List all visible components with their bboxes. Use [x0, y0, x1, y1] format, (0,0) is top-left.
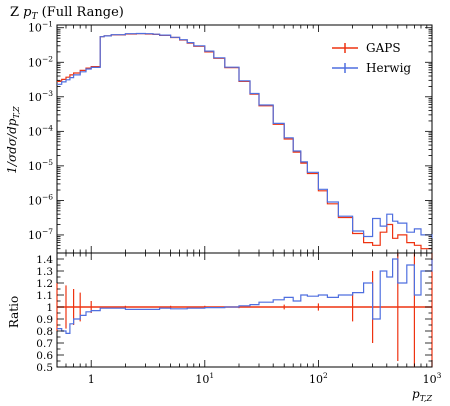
main-y-axis-ticks: 10−1 10−2 10−3 10−4 10−5 10−6 10−7: [28, 20, 432, 254]
legend-label-gaps: GAPS: [366, 41, 401, 55]
ratio-y-tick-label: 0.9: [36, 314, 53, 326]
y-tick-label: 10−7: [28, 227, 53, 242]
y-tick-label: 10−2: [28, 54, 53, 69]
ratio-line-herwig: [57, 258, 433, 334]
ratio-y-tick-label: 1.2: [36, 278, 53, 290]
legend-entry-gaps[interactable]: GAPS: [332, 41, 401, 55]
ratio-y-axis-ticks: 0.50.60.70.80.911.11.21.31.4: [36, 252, 432, 374]
chart-title-base: Z: [10, 5, 23, 20]
y-tick-label: 10−3: [28, 89, 53, 104]
x-tick-label: 102: [309, 371, 328, 386]
x-axis-label-base: p: [412, 387, 420, 401]
chart-title: Z pT (Full Range): [10, 5, 124, 22]
main-series-group: [57, 32, 433, 250]
x-axis-label: pT,Z: [412, 387, 432, 403]
x-tick-label: 1: [88, 373, 95, 386]
main-plot-panel: 10−1 10−2 10−3 10−4 10−5 10−6 10−7: [28, 20, 433, 254]
series-line-herwig: [57, 32, 433, 239]
ratio-y-tick-label: 1.3: [36, 266, 53, 278]
x-tick-label: 101: [195, 371, 214, 386]
ratio-y-tick-label: 0.6: [36, 350, 53, 362]
chart-title-sub: T: [32, 12, 39, 22]
ratio-x-axis-ticks: 1 101 102 103: [56, 253, 442, 386]
chart-title-rest: (Full Range): [38, 5, 124, 20]
y-axis-label: 1/σdσ/dpT,Z: [5, 106, 21, 174]
x-axis-label-sub: T,Z: [420, 394, 433, 403]
y-axis-label-sub: T,Z: [12, 106, 21, 119]
ratio-y-tick-label: 0.7: [36, 338, 53, 350]
ratio-y-axis-label: Ratio: [7, 296, 21, 328]
ratio-y-tick-label: 0.5: [36, 362, 53, 374]
main-x-axis-ticks: [56, 25, 433, 253]
ratio-y-tick-label: 0.8: [36, 326, 53, 338]
y-tick-label: 10−1: [28, 20, 53, 35]
ratio-y-tick-label: 1.4: [36, 254, 53, 266]
ratio-plot-frame: [56, 252, 433, 368]
x-tick-label: 103: [423, 371, 442, 386]
chart-title-var: p: [23, 5, 32, 20]
ratio-y-tick-label: 1.1: [36, 290, 53, 302]
legend: GAPS Herwig: [332, 41, 411, 75]
y-tick-label: 10−5: [28, 158, 53, 173]
ratio-series-group: [56, 253, 433, 367]
y-tick-label: 10−6: [28, 192, 53, 207]
y-axis-label-base: 1/σdσ/dp: [5, 118, 19, 173]
legend-label-herwig: Herwig: [366, 61, 411, 75]
legend-entry-herwig[interactable]: Herwig: [332, 61, 411, 75]
y-tick-label: 10−4: [28, 123, 53, 138]
ratio-plot-panel: 0.50.60.70.80.911.11.21.31.4 1 101 102 103: [36, 252, 442, 386]
ratio-y-tick-label: 1: [46, 302, 53, 314]
